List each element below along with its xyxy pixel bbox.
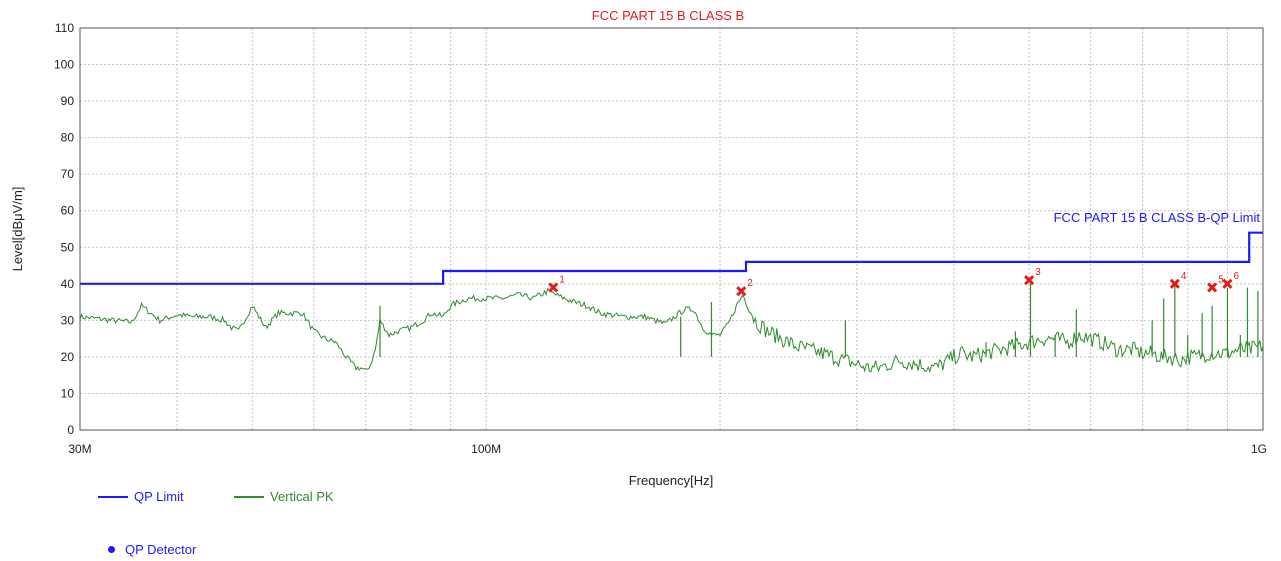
x-tick-label-1G: 1G [1251, 442, 1267, 456]
chart-title: FCC PART 15 B CLASS B [592, 8, 744, 23]
legend-qp-limit-swatch [98, 495, 128, 498]
y-axis-label: Level[dBμV/m] [10, 187, 25, 272]
y-tick-label-50: 50 [61, 240, 75, 254]
x-ticks: 30M 100M 1G [68, 442, 1267, 456]
y-tick-label-0: 0 [67, 423, 74, 437]
marker-3-label: 3 [1035, 267, 1041, 278]
series-line-vertical-pk [79, 287, 1264, 374]
marker-4: 4 [1169, 271, 1187, 289]
legend-vertical-pk-swatch [234, 495, 264, 498]
marker-3: 3 [1024, 267, 1041, 286]
marker-2: 2 [736, 278, 753, 297]
y-tick-label-40: 40 [61, 277, 75, 291]
marker-2-stroke-b [736, 286, 747, 297]
marker-4-stroke-b [1169, 278, 1180, 289]
legend-qp-detector-label: QP Detector [125, 542, 197, 557]
marker-1: 1 [548, 274, 565, 293]
series-line-qp-limit [80, 231, 1263, 285]
marker-1-label: 1 [559, 274, 565, 285]
legend-qp-detector: QP Detector [100, 542, 196, 557]
marker-6-stroke-b [1222, 278, 1233, 289]
marker-4-label: 4 [1181, 271, 1187, 282]
legend-vertical-pk-label: Vertical PK [270, 489, 334, 504]
x-tick-label-30M: 30M [68, 442, 91, 456]
y-tick-label-30: 30 [61, 313, 75, 327]
y-tick-label-110: 110 [55, 21, 74, 35]
series-layer [79, 231, 1264, 374]
legend-vertical-pk: Vertical PK [234, 489, 334, 504]
legend-qp-detector-dot [108, 546, 115, 553]
y-tick-label-100: 100 [54, 58, 74, 72]
y-tick-label-80: 80 [61, 131, 75, 145]
marker-5: 5 [1207, 274, 1224, 293]
y-tick-label-70: 70 [61, 167, 75, 181]
y-tick-label-90: 90 [61, 94, 75, 108]
x-tick-label-100M: 100M [471, 442, 501, 456]
x-axis-label: Frequency[Hz] [629, 473, 714, 488]
marker-6: 6 [1222, 271, 1239, 289]
markers-layer: 1 2 3 4 5 6 [548, 267, 1239, 297]
plot-frame [79, 27, 1264, 431]
limit-label: FCC PART 15 B CLASS B-QP Limit [1054, 210, 1261, 225]
y-tick-label-20: 20 [61, 350, 75, 364]
grid [80, 27, 1263, 431]
y-tick-label-60: 60 [61, 204, 75, 218]
legend-qp-limit-label: QP Limit [134, 489, 184, 504]
legend-qp-limit: QP Limit [98, 489, 184, 504]
y-ticks: 0 10 20 30 40 50 60 70 80 90 100 110 [54, 21, 74, 437]
marker-5-stroke-b [1207, 282, 1218, 293]
marker-2-label: 2 [747, 278, 753, 289]
y-tick-label-10: 10 [61, 386, 75, 400]
marker-1-stroke-b [548, 282, 559, 293]
marker-5-label: 5 [1218, 274, 1224, 285]
marker-6-label: 6 [1233, 271, 1239, 282]
marker-3-stroke-b [1024, 275, 1035, 286]
